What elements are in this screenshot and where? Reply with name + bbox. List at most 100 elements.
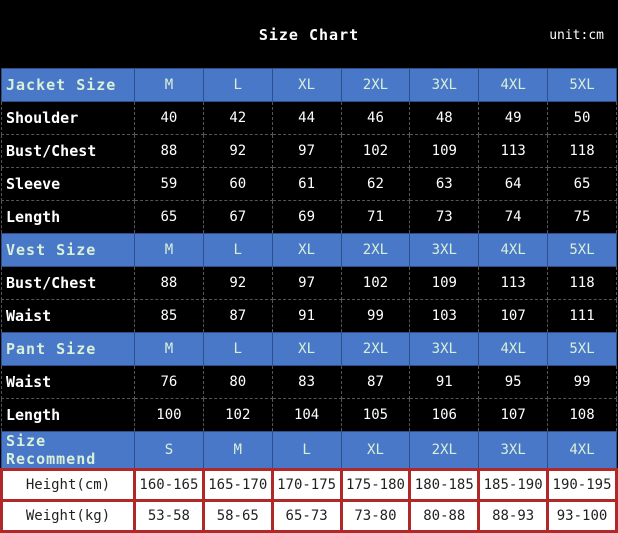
- cell: 74: [478, 200, 549, 234]
- cell: 102: [202, 398, 273, 432]
- cell: 106: [409, 398, 480, 432]
- cell: 64: [478, 167, 549, 201]
- cell: XL: [271, 233, 342, 267]
- cell: 4XL: [478, 332, 549, 366]
- cell: 88-93: [477, 499, 550, 533]
- cell: 2XL: [340, 332, 411, 366]
- cell: 65-73: [270, 499, 343, 533]
- section-header-row: Jacket Size M L XL 2XL 3XL 4XL 5XL: [1, 68, 617, 102]
- cell: 58-65: [201, 499, 274, 533]
- cell: 2XL: [340, 68, 411, 102]
- cell: S: [134, 431, 204, 470]
- row-label: Pant Size: [1, 332, 135, 366]
- row-label: Bust/Chest: [1, 134, 135, 168]
- cell: 160-165: [133, 468, 205, 502]
- cell: L: [202, 332, 273, 366]
- cell: 92: [202, 266, 273, 300]
- cell: 53-58: [133, 499, 205, 533]
- cell: 102: [340, 266, 411, 300]
- cell: 185-190: [477, 468, 550, 502]
- cell: 63: [409, 167, 480, 201]
- cell: 4XL: [478, 68, 549, 102]
- row-label: Shoulder: [1, 101, 135, 135]
- cell: 61: [271, 167, 342, 201]
- cell: 107: [478, 299, 549, 333]
- cell: 87: [340, 365, 411, 399]
- unit-label: unit:cm: [549, 28, 604, 43]
- cell: 100: [134, 398, 204, 432]
- cell: 99: [547, 365, 617, 399]
- cell: 85: [134, 299, 204, 333]
- cell: XL: [271, 332, 342, 366]
- cell: 190-195: [546, 468, 618, 502]
- cell: 73: [409, 200, 480, 234]
- cell: 104: [271, 398, 342, 432]
- cell: 103: [409, 299, 480, 333]
- title-bar: Size Chart unit:cm: [0, 0, 618, 68]
- row-label: Weight(kg): [0, 499, 136, 533]
- cell: 180-185: [408, 468, 481, 502]
- cell: 88: [134, 134, 204, 168]
- cell: 91: [409, 365, 480, 399]
- cell: 5XL: [547, 332, 617, 366]
- recommend-row: Weight(kg) 53-58 58-65 65-73 73-80 80-88 88-93…: [0, 499, 618, 533]
- section-header-row: Vest Size M L XL 2XL 3XL 4XL 5XL: [1, 233, 617, 267]
- cell: 5XL: [547, 233, 617, 267]
- cell: 2XL: [340, 233, 411, 267]
- size-table: Jacket Size M L XL 2XL 3XL 4XL 5XL Shoulder 40 42 4…: [0, 68, 618, 533]
- cell: 109: [409, 266, 480, 300]
- cell: 107: [478, 398, 549, 432]
- cell: 4XL: [547, 431, 617, 470]
- recommend-row: Height(cm) 160-165 165-170 170-175 175-180 18…: [0, 468, 618, 502]
- cell: 49: [478, 101, 549, 135]
- cell: 80: [202, 365, 273, 399]
- cell: 80-88: [408, 499, 481, 533]
- cell: 76: [134, 365, 204, 399]
- cell: 165-170: [201, 468, 274, 502]
- cell: 60: [202, 167, 273, 201]
- cell: 62: [340, 167, 411, 201]
- row-label: Height(cm): [0, 468, 136, 502]
- cell: 67: [202, 200, 273, 234]
- cell: 97: [271, 134, 342, 168]
- cell: 3XL: [409, 68, 480, 102]
- cell: 65: [134, 200, 204, 234]
- table-row: Bust/Chest 88 92 97 102 109 113 118: [1, 134, 617, 168]
- cell: 113: [478, 134, 549, 168]
- row-label: Length: [1, 200, 135, 234]
- section-header-row: Pant Size M L XL 2XL 3XL 4XL 5XL: [1, 332, 617, 366]
- cell: XL: [340, 431, 411, 470]
- cell: 65: [547, 167, 617, 201]
- cell: 69: [271, 200, 342, 234]
- cell: L: [202, 68, 273, 102]
- cell: M: [134, 332, 204, 366]
- row-label: Length: [1, 398, 135, 432]
- cell: 40: [134, 101, 204, 135]
- cell: 118: [547, 134, 617, 168]
- cell: 4XL: [478, 233, 549, 267]
- table-row: Bust/Chest 88 92 97 102 109 113 118: [1, 266, 617, 300]
- cell: 59: [134, 167, 204, 201]
- cell: 50: [547, 101, 617, 135]
- row-label: Size Recommend: [1, 431, 135, 470]
- cell: 73-80: [339, 499, 412, 533]
- cell: 44: [271, 101, 342, 135]
- cell: 91: [271, 299, 342, 333]
- cell: 3XL: [409, 332, 480, 366]
- table-row: Length 100 102 104 105 106 107 108: [1, 398, 617, 432]
- row-label: Waist: [1, 365, 135, 399]
- cell: 102: [340, 134, 411, 168]
- cell: 175-180: [339, 468, 412, 502]
- cell: 71: [340, 200, 411, 234]
- cell: 83: [271, 365, 342, 399]
- table-row: Waist 76 80 83 87 91 95 99: [1, 365, 617, 399]
- row-label: Sleeve: [1, 167, 135, 201]
- cell: 92: [202, 134, 273, 168]
- cell: M: [134, 233, 204, 267]
- cell: 48: [409, 101, 480, 135]
- cell: 108: [547, 398, 617, 432]
- cell: M: [134, 68, 204, 102]
- cell: 3XL: [478, 431, 549, 470]
- table-row: Sleeve 59 60 61 62 63 64 65: [1, 167, 617, 201]
- cell: 113: [478, 266, 549, 300]
